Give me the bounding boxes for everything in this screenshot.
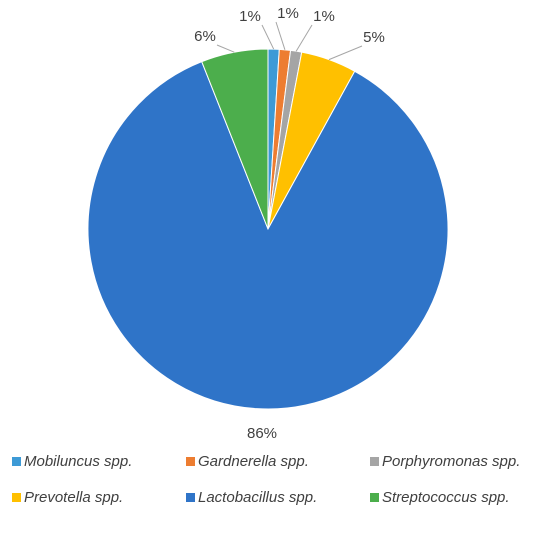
- legend-swatch: [186, 457, 195, 466]
- legend-label: Mobiluncus spp.: [24, 453, 132, 470]
- pie-slice: [87, 60, 449, 410]
- legend-swatch: [12, 493, 21, 502]
- data-label: 6%: [194, 28, 216, 45]
- legend-swatch: [370, 457, 379, 466]
- legend-label: Prevotella spp.: [24, 489, 123, 506]
- data-label: 86%: [247, 425, 277, 442]
- data-label: 1%: [277, 5, 299, 22]
- leader-line: [295, 24, 313, 52]
- leader-line: [275, 21, 286, 50]
- leader-line: [328, 45, 363, 61]
- pie-slice: [201, 48, 269, 230]
- legend-swatch: [12, 457, 21, 466]
- data-label: 1%: [239, 8, 261, 25]
- data-label: 5%: [363, 29, 385, 46]
- leader-line: [261, 24, 275, 50]
- legend-swatch: [186, 493, 195, 502]
- legend-label: Gardnerella spp.: [198, 453, 309, 470]
- data-label: 1%: [313, 8, 335, 25]
- legend-label: Lactobacillus spp.: [198, 489, 317, 506]
- legend-label: Streptococcus spp.: [382, 489, 510, 506]
- legend-swatch: [370, 493, 379, 502]
- leader-line: [216, 44, 235, 53]
- legend-label: Porphyromonas spp.: [382, 453, 520, 470]
